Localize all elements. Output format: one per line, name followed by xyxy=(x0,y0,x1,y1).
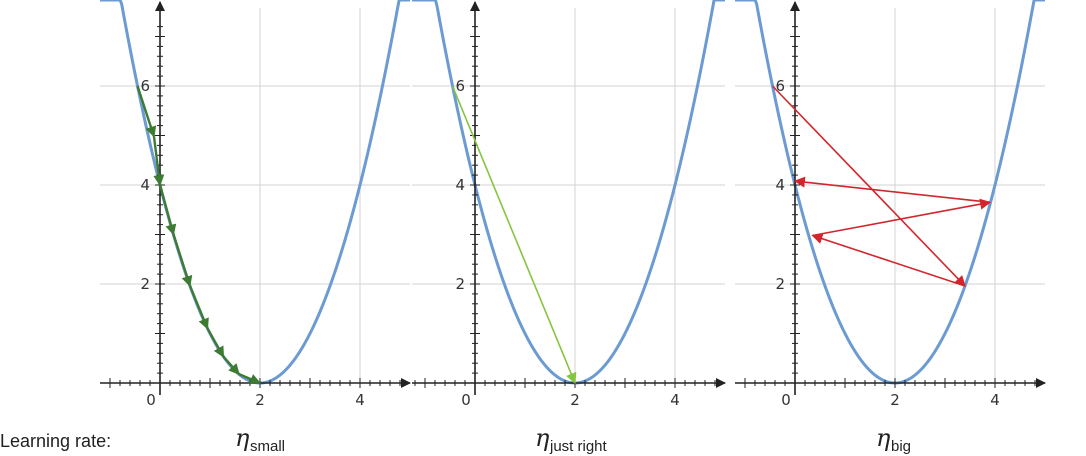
x-tick-label: 0 xyxy=(146,391,156,409)
step-arrow xyxy=(793,176,991,204)
step-arrow xyxy=(152,136,165,187)
step-arrow xyxy=(136,85,157,138)
y-tick-label: 6 xyxy=(140,77,150,95)
panel-big: 0 2 4 2 4 6 η big xyxy=(735,0,1046,455)
learning-rate-symbol: η xyxy=(876,424,891,452)
learning-rate-subscript: big xyxy=(891,438,911,455)
y-tick-label: 4 xyxy=(455,176,465,194)
step-arrow xyxy=(238,372,262,385)
x-tick-label: 2 xyxy=(255,391,265,409)
step-arrow xyxy=(172,234,193,288)
x-tick-label: 4 xyxy=(355,391,365,409)
panel-just-right: 0 2 4 2 4 6 η just right xyxy=(412,0,726,455)
learning-rate-symbol: η xyxy=(535,424,550,452)
learning-rate-subscript: just right xyxy=(549,438,608,455)
x-tick-label: 0 xyxy=(781,391,791,409)
y-tick-label: 6 xyxy=(455,77,465,95)
learning-rate-label: Learning rate: xyxy=(0,431,111,451)
x-tick-label: 4 xyxy=(990,391,1000,409)
step-arrow xyxy=(206,327,225,358)
x-tick-label: 4 xyxy=(670,391,680,409)
learning-rate-subscript: small xyxy=(250,438,285,455)
x-tick-label: 2 xyxy=(890,391,900,409)
y-tick-label: 6 xyxy=(775,77,785,95)
y-tick-label: 2 xyxy=(775,275,785,293)
step-arrow xyxy=(451,85,577,385)
step-arrow xyxy=(158,184,177,236)
panel-small: 0 2 4 2 4 6 η small xyxy=(100,0,411,455)
step-arrow xyxy=(811,233,966,287)
y-tick-label: 2 xyxy=(140,275,150,293)
x-tick-label: 2 xyxy=(570,391,580,409)
y-tick-label: 4 xyxy=(775,176,785,194)
step-arrow xyxy=(771,85,966,287)
learning-rate-symbol: η xyxy=(235,424,250,452)
step-arrow xyxy=(222,355,240,375)
y-tick-label: 4 xyxy=(140,176,150,194)
y-tick-label: 2 xyxy=(455,275,465,293)
step-arrow xyxy=(812,198,992,237)
x-tick-label: 0 xyxy=(461,391,471,409)
step-arrow xyxy=(188,285,209,330)
